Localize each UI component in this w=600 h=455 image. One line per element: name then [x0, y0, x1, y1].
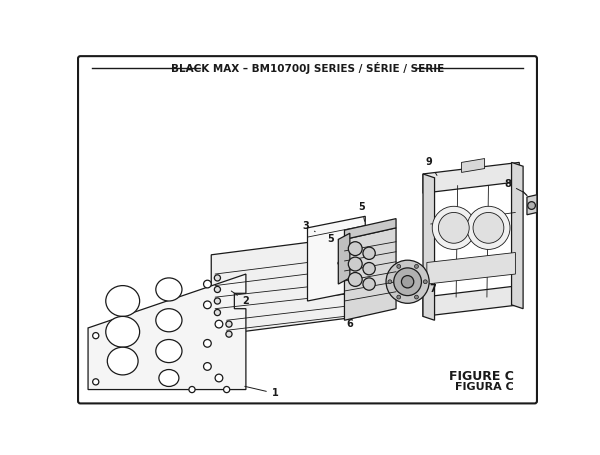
- Circle shape: [349, 273, 362, 286]
- Circle shape: [226, 331, 232, 337]
- Circle shape: [363, 247, 375, 259]
- Text: 3: 3: [302, 221, 315, 232]
- Polygon shape: [211, 236, 361, 336]
- Circle shape: [528, 202, 535, 209]
- Polygon shape: [427, 253, 515, 284]
- Circle shape: [224, 386, 230, 393]
- Polygon shape: [527, 195, 537, 215]
- Circle shape: [415, 295, 418, 299]
- Circle shape: [215, 320, 223, 328]
- Circle shape: [214, 298, 220, 304]
- Circle shape: [92, 379, 99, 385]
- Text: 2: 2: [231, 291, 249, 306]
- Ellipse shape: [159, 369, 179, 386]
- Text: 4: 4: [337, 258, 347, 268]
- Circle shape: [203, 301, 211, 308]
- Circle shape: [189, 386, 195, 393]
- Circle shape: [363, 278, 375, 290]
- Ellipse shape: [106, 286, 140, 316]
- Circle shape: [214, 309, 220, 316]
- Circle shape: [203, 363, 211, 370]
- Circle shape: [397, 295, 401, 299]
- Polygon shape: [338, 233, 350, 284]
- Circle shape: [467, 206, 510, 249]
- FancyBboxPatch shape: [78, 56, 537, 404]
- Ellipse shape: [107, 347, 138, 375]
- Polygon shape: [344, 218, 396, 239]
- Text: 5: 5: [327, 234, 340, 244]
- Polygon shape: [512, 162, 523, 308]
- Circle shape: [394, 268, 421, 296]
- Ellipse shape: [156, 278, 182, 301]
- Circle shape: [439, 212, 469, 243]
- Text: 6: 6: [346, 313, 354, 329]
- Text: FIGURA C: FIGURA C: [455, 382, 514, 392]
- Circle shape: [214, 275, 220, 281]
- Ellipse shape: [106, 316, 140, 347]
- Polygon shape: [423, 162, 519, 193]
- Circle shape: [424, 280, 427, 283]
- Text: 7: 7: [422, 284, 436, 294]
- Circle shape: [401, 276, 414, 288]
- Polygon shape: [461, 158, 485, 172]
- Circle shape: [203, 339, 211, 347]
- Ellipse shape: [156, 339, 182, 363]
- Circle shape: [473, 212, 504, 243]
- Circle shape: [214, 286, 220, 293]
- Polygon shape: [423, 174, 434, 320]
- Text: 1: 1: [245, 386, 278, 399]
- Ellipse shape: [156, 308, 182, 332]
- Text: 8: 8: [504, 179, 523, 192]
- Circle shape: [415, 264, 418, 268]
- Circle shape: [92, 333, 99, 339]
- Text: 9: 9: [426, 157, 437, 176]
- Polygon shape: [308, 216, 365, 301]
- Circle shape: [215, 374, 223, 382]
- Text: BLACK MAX – BM10700J SERIES / SÉRIE / SERIE: BLACK MAX – BM10700J SERIES / SÉRIE / SE…: [171, 62, 444, 75]
- Circle shape: [363, 263, 375, 275]
- Polygon shape: [88, 274, 246, 389]
- Polygon shape: [423, 286, 519, 316]
- Polygon shape: [344, 228, 396, 320]
- Circle shape: [432, 206, 475, 249]
- Circle shape: [349, 257, 362, 271]
- Circle shape: [397, 264, 401, 268]
- Circle shape: [226, 321, 232, 327]
- Circle shape: [349, 242, 362, 256]
- Text: 5: 5: [358, 202, 365, 221]
- Text: FIGURE C: FIGURE C: [449, 370, 514, 383]
- Circle shape: [388, 280, 392, 283]
- Circle shape: [203, 280, 211, 288]
- Circle shape: [386, 260, 429, 303]
